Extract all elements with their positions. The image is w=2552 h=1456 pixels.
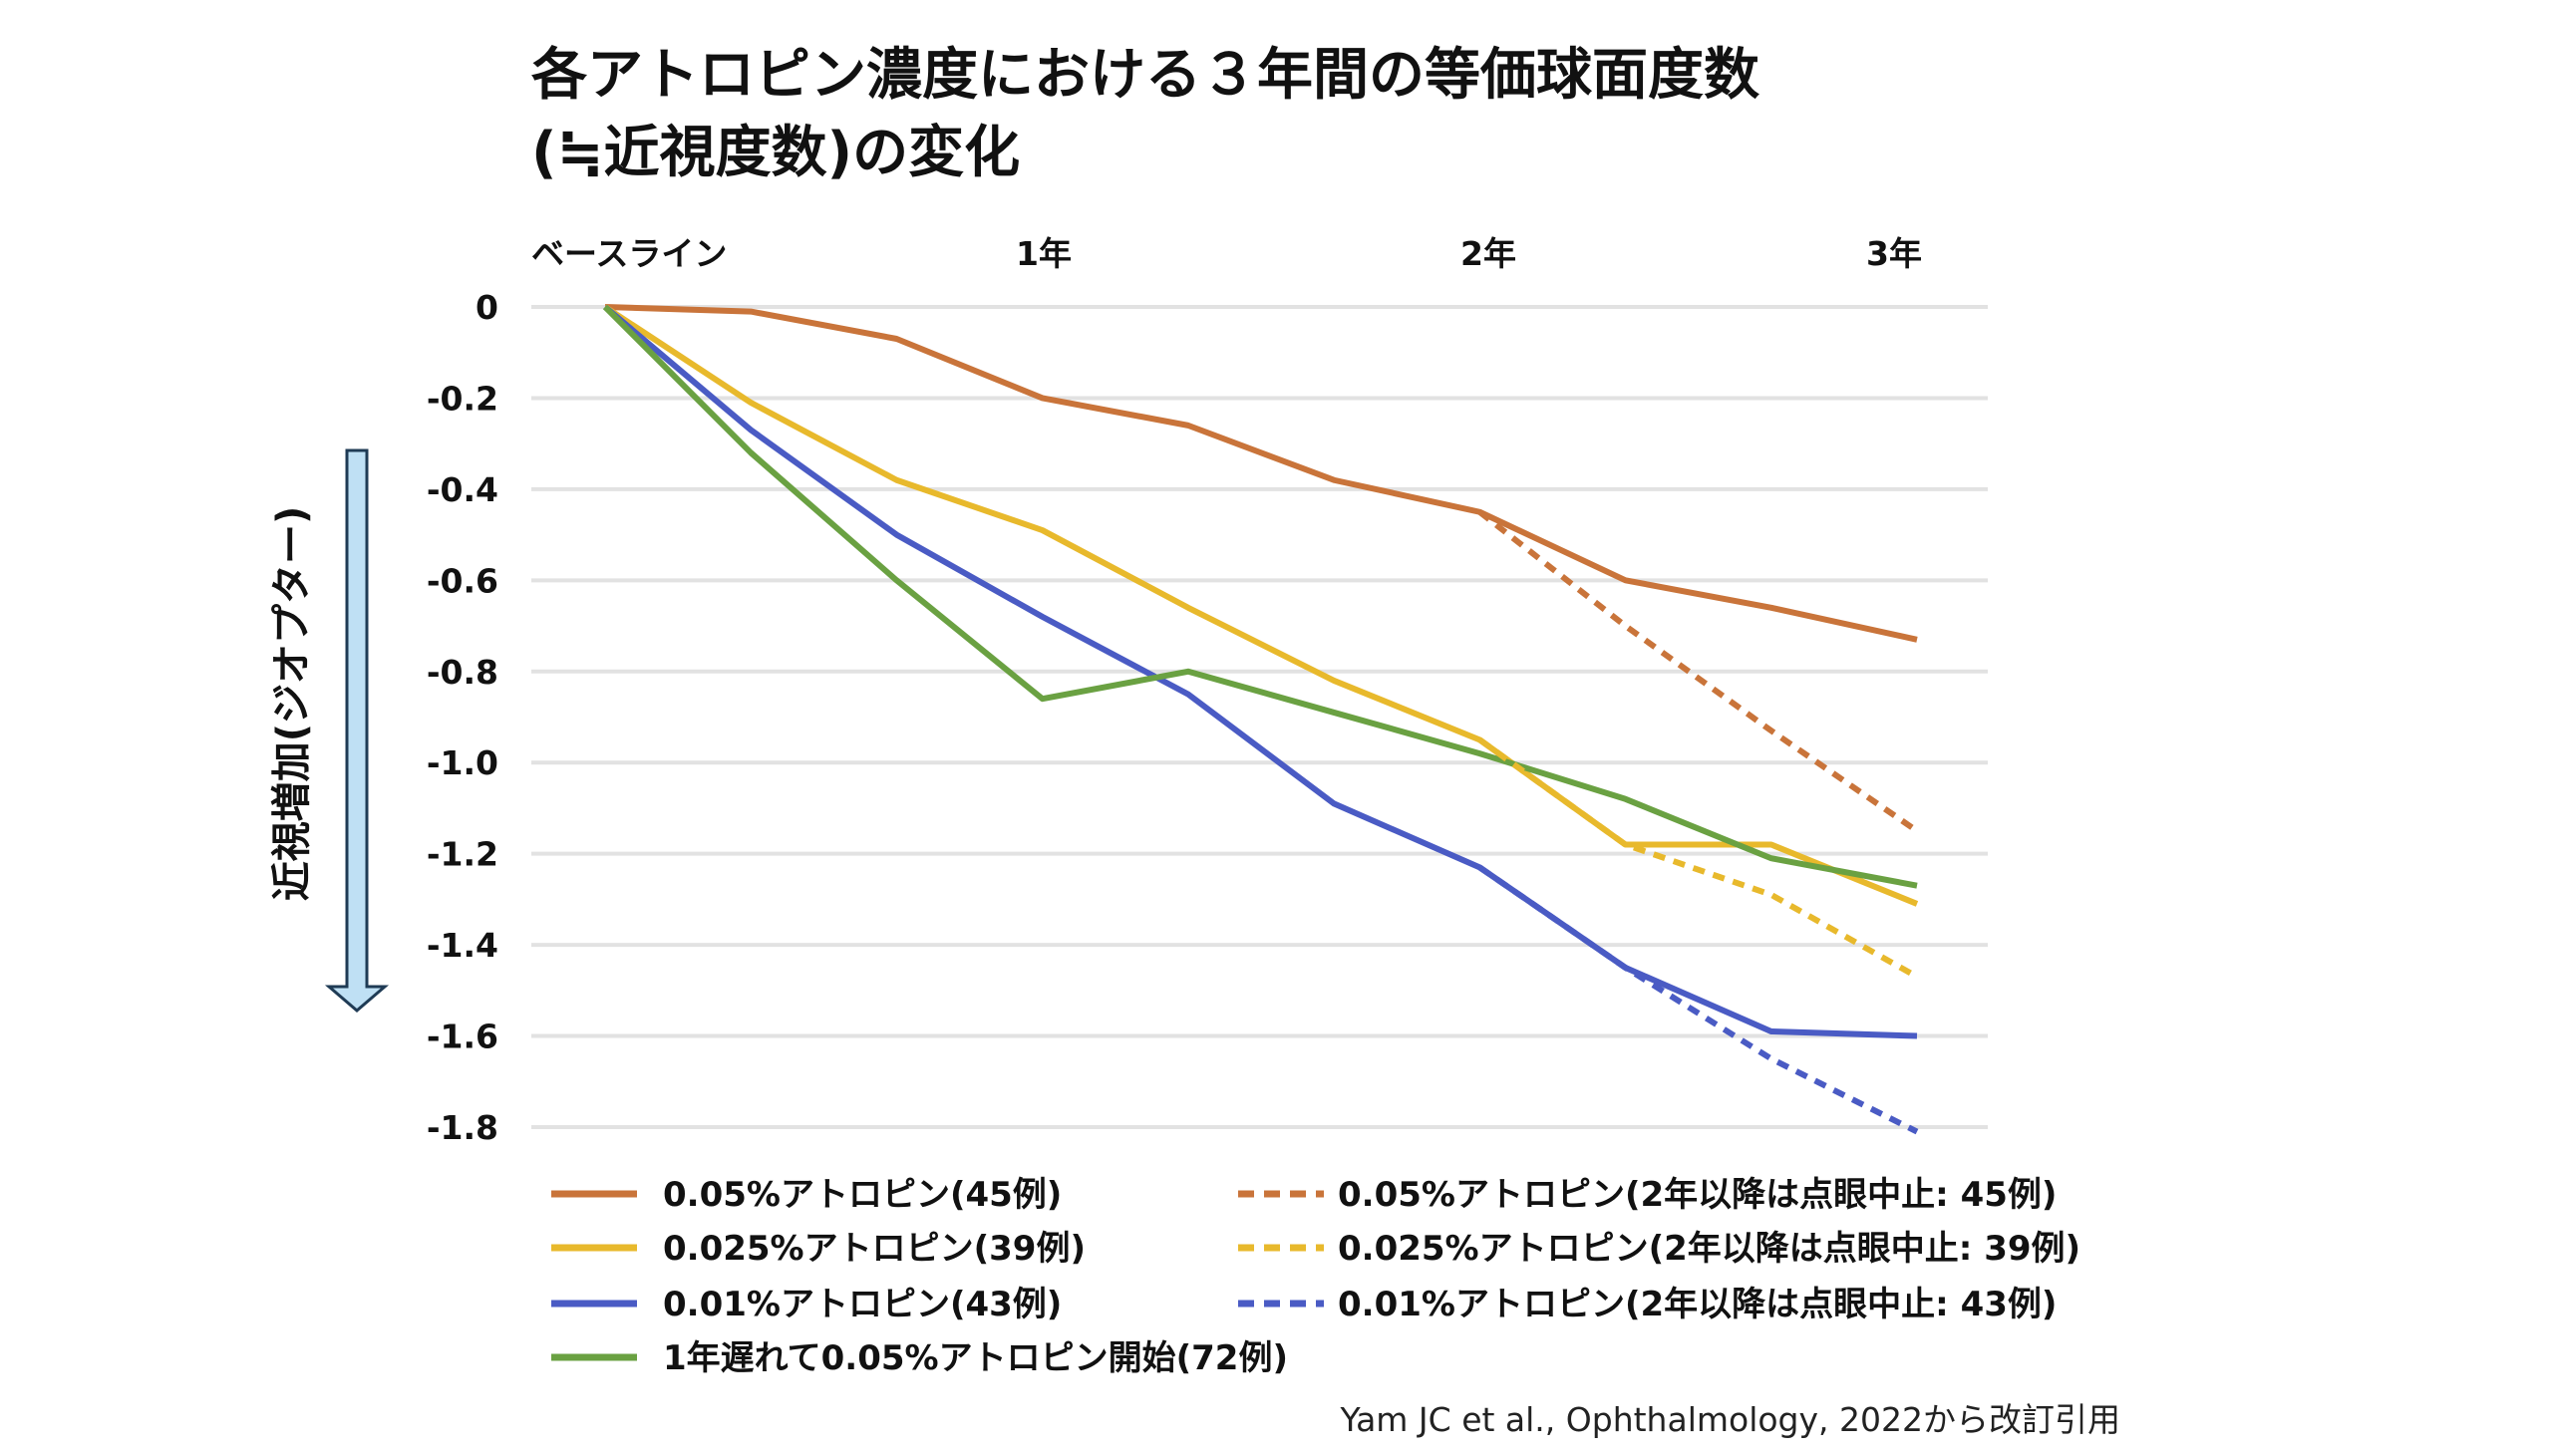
- y-tick-label: -1.6: [427, 1018, 498, 1056]
- y-tick-label: -1.4: [427, 926, 498, 965]
- y-tick-label: 0: [476, 288, 498, 327]
- legend-label: 0.025%アトロピン(2年以降は点眼中止: 39例): [1338, 1229, 2080, 1269]
- series-lines: [602, 304, 1919, 1135]
- y-tick-label: -0.8: [427, 653, 498, 692]
- x-tick-label: 3年: [1866, 234, 1922, 273]
- x-tick-label: 1年: [1016, 234, 1072, 273]
- series-line: [602, 304, 1918, 889]
- chart-title: 各アトロピン濃度における３年間の等価球面度数: [531, 43, 1759, 108]
- legend-label: 0.05%アトロピン(2年以降は点眼中止: 45例): [1338, 1175, 2057, 1215]
- x-tick-label: ベースライン: [531, 234, 727, 273]
- series-line: [604, 304, 1918, 643]
- series-line: [603, 304, 1919, 907]
- chart-title-line2: (≒近視度数)の変化: [531, 121, 1020, 185]
- y-tick-label: -0.6: [427, 561, 498, 600]
- y-axis-label: 近視増加(ジオプター): [269, 506, 315, 902]
- legend-label: 0.01%アトロピン(43例): [663, 1285, 1062, 1324]
- x-axis-ticks: ベースライン 1年 2年 3年: [531, 234, 1922, 273]
- series-line: [1477, 864, 1919, 1135]
- series-line: [1477, 736, 1919, 980]
- y-tick-label: -1.8: [427, 1108, 498, 1147]
- y-tick-label: -1.0: [427, 743, 498, 782]
- legend-label: 1年遅れて0.05%アトロピン開始(72例): [663, 1338, 1288, 1378]
- y-tick-label: -0.2: [427, 379, 498, 418]
- y-axis-ticks: 0 -0.2 -0.4 -0.6 -0.8 -1.0 -1.2 -1.4 -1.6 -1.8: [427, 288, 498, 1147]
- legend-label: 0.025%アトロピン(39例): [663, 1229, 1086, 1269]
- y-axis-arrow-icon: [324, 448, 390, 1013]
- x-tick-label: 2年: [1460, 234, 1516, 273]
- y-tick-label: -1.2: [427, 835, 498, 874]
- source-citation: Yam JC et al., Ophthalmology, 2022から改訂引用: [1339, 1400, 2120, 1439]
- series-line: [1477, 509, 1919, 834]
- y-tick-label: -0.4: [427, 470, 498, 509]
- series-line: [603, 304, 1918, 1039]
- legend-label: 0.01%アトロピン(2年以降は点眼中止: 43例): [1338, 1285, 2057, 1324]
- legend-label: 0.05%アトロピン(45例): [663, 1175, 1062, 1215]
- legend: 0.05%アトロピン(45例) 0.05%アトロピン(2年以降は点眼中止: 45例…: [551, 1175, 2080, 1378]
- gridlines: [531, 305, 1988, 1129]
